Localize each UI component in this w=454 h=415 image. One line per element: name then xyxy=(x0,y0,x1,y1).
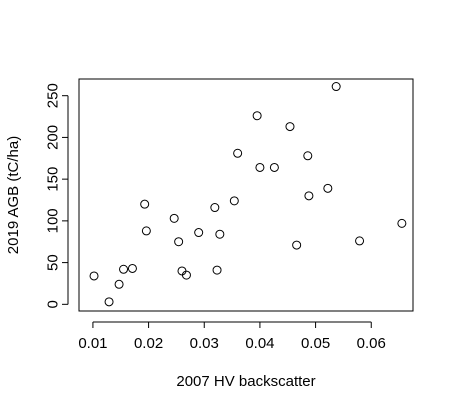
y-tick-label: 50 xyxy=(45,254,62,271)
data-point xyxy=(215,229,225,239)
data-point xyxy=(212,265,222,275)
y-axis: 0 50 100 150 200 250 xyxy=(45,83,69,308)
y-tick-label: 100 xyxy=(45,208,62,233)
data-point xyxy=(174,237,184,247)
plot-frame xyxy=(78,78,414,312)
data-point xyxy=(181,270,191,280)
x-tick-label: 0.04 xyxy=(245,335,274,352)
data-point xyxy=(141,226,151,236)
data-point xyxy=(285,122,295,132)
x-tick-label: 0.03 xyxy=(190,335,219,352)
data-points xyxy=(89,82,407,307)
data-point xyxy=(304,191,314,201)
data-point xyxy=(119,264,129,274)
y-axis-title: 2019 AGB (tC/ha) xyxy=(5,136,22,254)
y-tick-label: 0 xyxy=(45,300,62,308)
y-tick-label: 150 xyxy=(45,167,62,192)
data-point xyxy=(89,271,99,281)
data-point xyxy=(323,183,333,193)
data-point xyxy=(229,196,239,206)
y-tick-label: 250 xyxy=(45,83,62,108)
data-point xyxy=(303,151,313,161)
data-point xyxy=(233,148,243,158)
x-axis: 0.01 0.02 0.03 0.04 0.05 0.06 xyxy=(78,321,386,352)
data-point xyxy=(127,263,137,273)
data-point xyxy=(169,213,179,223)
data-point xyxy=(194,228,204,238)
x-tick-label: 0.05 xyxy=(301,335,330,352)
data-point xyxy=(252,111,262,121)
data-point xyxy=(269,162,279,172)
y-tick-label: 200 xyxy=(45,125,62,150)
data-point xyxy=(140,199,150,209)
data-point xyxy=(292,240,302,250)
data-point xyxy=(104,297,114,307)
x-tick-label: 0.01 xyxy=(78,335,107,352)
data-point xyxy=(114,279,124,289)
data-point xyxy=(255,162,265,172)
data-point xyxy=(210,203,220,213)
x-axis-title: 2007 HV backscatter xyxy=(176,373,315,390)
data-point xyxy=(397,218,407,228)
data-point xyxy=(331,82,341,92)
x-tick-label: 0.02 xyxy=(134,335,163,352)
x-tick-label: 0.06 xyxy=(357,335,386,352)
data-point xyxy=(355,236,365,246)
